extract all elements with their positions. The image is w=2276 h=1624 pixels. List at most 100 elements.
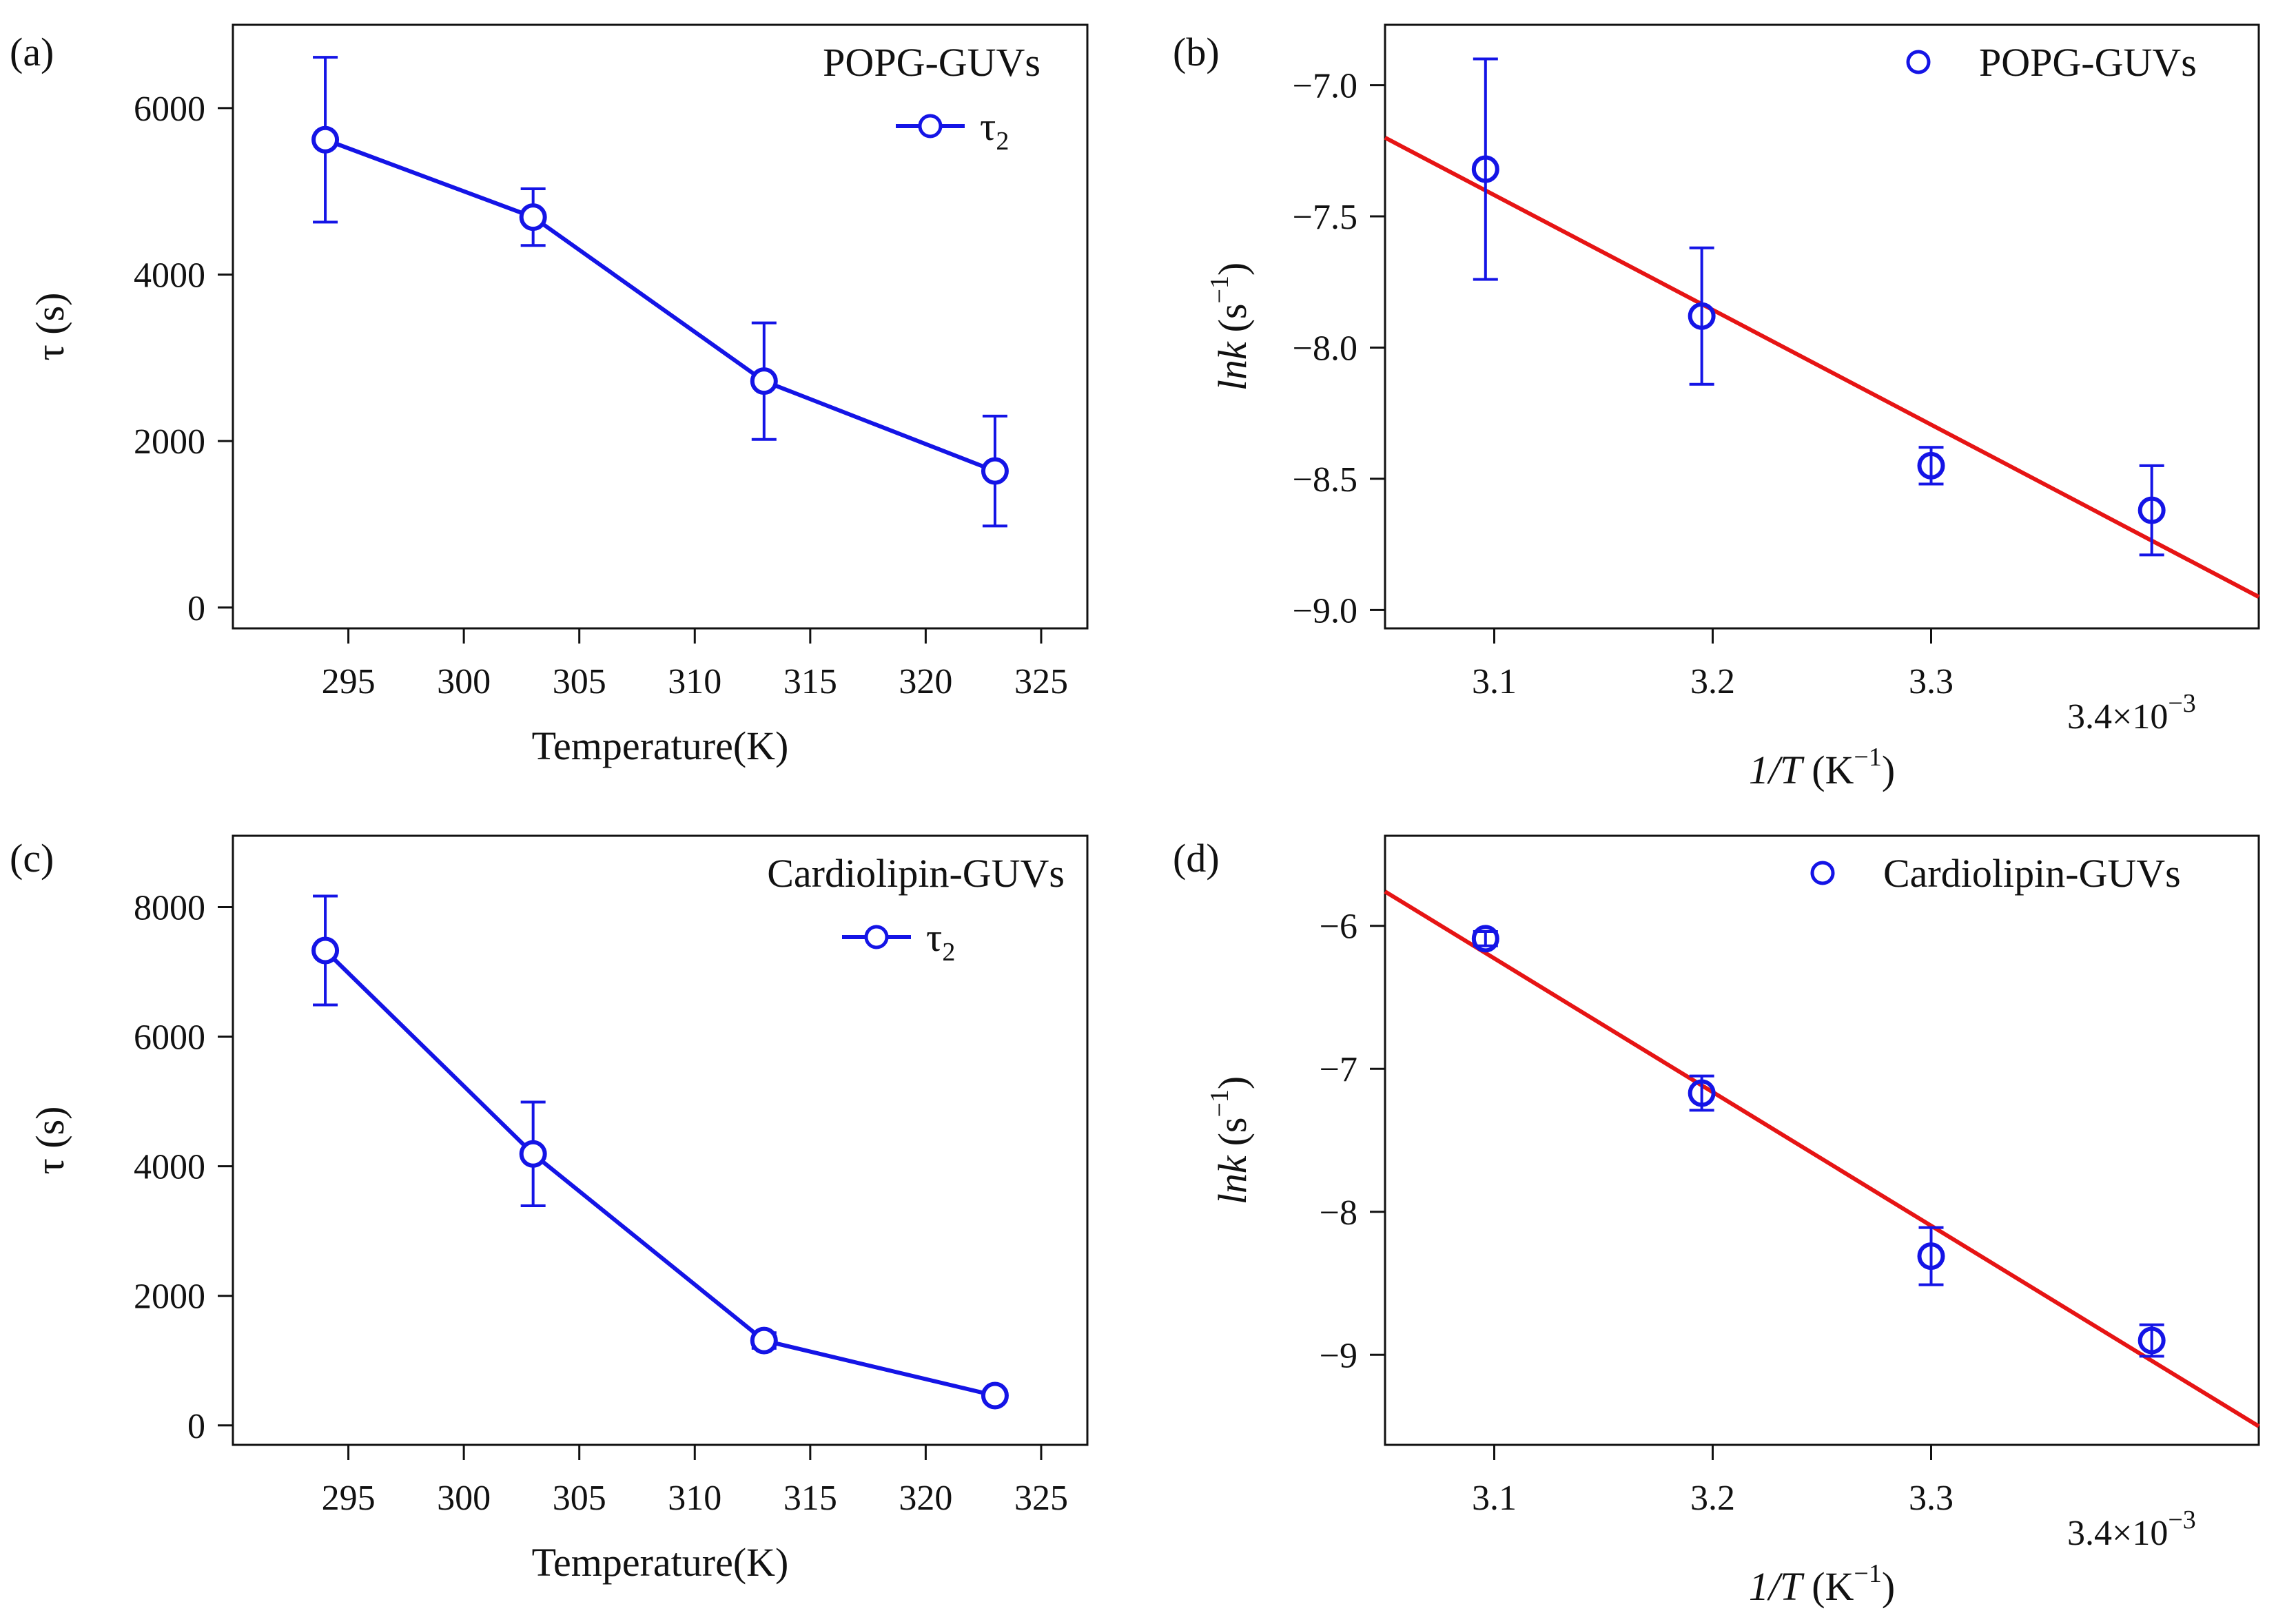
plot-frame bbox=[1384, 23, 2260, 630]
label-part: (s bbox=[1210, 1118, 1255, 1147]
fit-line bbox=[1384, 890, 2260, 1428]
legend-series-subscript: 2 bbox=[942, 938, 955, 967]
legend-series-label: τ2 bbox=[926, 915, 955, 967]
series-line bbox=[325, 137, 996, 473]
superscript: −3 bbox=[2168, 1505, 2195, 1534]
plot-frame bbox=[232, 834, 1089, 1446]
x-tick-label: 315 bbox=[783, 662, 837, 701]
legend-marker bbox=[864, 925, 889, 949]
y-tick-label: 6000 bbox=[134, 1018, 205, 1058]
legend-series-base: τ bbox=[926, 915, 942, 960]
legend-marker bbox=[918, 114, 943, 138]
y-tick-label: −7.0 bbox=[1293, 67, 1357, 106]
y-tick-label: −9 bbox=[1320, 1336, 1357, 1375]
label-part: ) bbox=[1210, 1076, 1255, 1089]
x-tick-label: 3.2 bbox=[1690, 662, 1735, 701]
data-point bbox=[1471, 155, 1499, 183]
label-part: lnk bbox=[1210, 1155, 1255, 1204]
data-point bbox=[981, 1381, 1009, 1410]
x-tick-label: 300 bbox=[437, 662, 491, 701]
label-part: 1/T bbox=[1749, 748, 1805, 792]
label-part: ) bbox=[1210, 263, 1255, 276]
superscript: −1 bbox=[1205, 276, 1234, 303]
data-point bbox=[1917, 1242, 1945, 1271]
data-point bbox=[519, 203, 547, 232]
data-point bbox=[1471, 925, 1499, 953]
y-axis-title: τ (s) bbox=[28, 1106, 72, 1174]
legend-title: POPG-GUVs bbox=[823, 40, 1040, 85]
y-tick-label: 6000 bbox=[134, 90, 205, 129]
x-tick-label: 320 bbox=[899, 662, 952, 701]
legend-title: Cardiolipin-GUVs bbox=[767, 851, 1065, 896]
x-tick-label: 310 bbox=[668, 1479, 721, 1518]
label-part: ) bbox=[1882, 748, 1895, 792]
y-tick-label: 0 bbox=[187, 589, 205, 628]
y-tick-label: 4000 bbox=[134, 256, 205, 295]
label-part: (K bbox=[1812, 748, 1854, 792]
label-part: 3.4×10 bbox=[2067, 1514, 2168, 1553]
x-tick-label: 295 bbox=[322, 662, 376, 701]
legend-series-base: τ bbox=[980, 104, 996, 149]
x-tick-label: 325 bbox=[1014, 662, 1068, 701]
series-line bbox=[323, 949, 996, 1398]
y-tick-label: 4000 bbox=[134, 1148, 205, 1187]
data-point bbox=[311, 936, 340, 965]
data-point bbox=[2137, 496, 2166, 524]
data-point bbox=[311, 125, 340, 154]
plot-frame bbox=[232, 23, 1089, 630]
legend-marker bbox=[1906, 50, 1931, 74]
y-axis-title: lnk (s−1) bbox=[1205, 1076, 1255, 1205]
label-part: (s bbox=[1210, 304, 1255, 333]
x-tick-label: 295 bbox=[322, 1479, 376, 1518]
label-part: (K bbox=[1812, 1564, 1854, 1609]
y-tick-label: 2000 bbox=[134, 1277, 205, 1317]
x-axis-title: 1/T (K−1) bbox=[1749, 743, 1895, 792]
y-tick-label: −8.0 bbox=[1293, 329, 1357, 368]
x-tick-label: 305 bbox=[553, 1479, 606, 1518]
x-tick-label: 3.3 bbox=[1909, 662, 1954, 701]
x-tick-label: 300 bbox=[437, 1479, 491, 1518]
legend-label: POPG-GUVs bbox=[1979, 40, 2197, 85]
label-part: lnk bbox=[1210, 341, 1255, 391]
legend-label: Cardiolipin-GUVs bbox=[1883, 851, 2181, 896]
x-tick-label: 3.1 bbox=[1472, 1479, 1517, 1518]
x-tick-label: 325 bbox=[1014, 1479, 1068, 1518]
data-point bbox=[1688, 1079, 1716, 1107]
data-point bbox=[1688, 302, 1716, 330]
label-part: 3.4×10 bbox=[2067, 697, 2168, 737]
panel-label: (d) bbox=[1173, 836, 1220, 881]
x-axis-title: Temperature(K) bbox=[532, 723, 789, 768]
panel-c: (c) 295 300 305 310 315 320 325 0 2000 4000 6000 800… bbox=[10, 834, 1089, 1585]
legend-series-label: τ2 bbox=[980, 104, 1009, 156]
x-tick-label: 310 bbox=[668, 662, 721, 701]
superscript: −1 bbox=[1854, 743, 1881, 772]
panel-label: (b) bbox=[1173, 30, 1220, 74]
legend-series-subscript: 2 bbox=[996, 127, 1009, 156]
data-point bbox=[750, 1326, 778, 1355]
x-axis-multiplier: 3.4×10−3 bbox=[2067, 1505, 2196, 1553]
x-axis-multiplier: 3.4×10−3 bbox=[2067, 689, 2196, 737]
y-tick-label: −8.5 bbox=[1293, 460, 1357, 500]
x-axis-title: 1/T (K−1) bbox=[1749, 1559, 1895, 1609]
panel-a: (a) 295 300 305 310 315 320 325 0 2000 4000 6000 Tem… bbox=[10, 23, 1089, 768]
y-tick-label: −7 bbox=[1320, 1050, 1357, 1089]
panel-b: (b)3.1 3.2 3.3−7.0−7.5−8.0−8.5−9.01/T (K−1)… bbox=[1173, 23, 2260, 792]
fit-line bbox=[1384, 136, 2260, 599]
y-tick-label: 2000 bbox=[134, 422, 205, 462]
x-tick-label: 3.2 bbox=[1690, 1479, 1735, 1518]
data-point bbox=[981, 457, 1009, 485]
y-axis-title: lnk (s−1) bbox=[1205, 263, 1255, 391]
label-part: 1/T bbox=[1749, 1564, 1805, 1609]
x-tick-label: 305 bbox=[553, 662, 606, 701]
legend-marker bbox=[1810, 861, 1835, 885]
y-tick-label: −6 bbox=[1320, 907, 1357, 947]
y-tick-label: −7.5 bbox=[1293, 198, 1357, 237]
panel-label: (a) bbox=[10, 30, 54, 74]
y-tick-label: 8000 bbox=[134, 888, 205, 927]
superscript: −1 bbox=[1854, 1559, 1881, 1588]
x-tick-label: 3.1 bbox=[1472, 662, 1517, 701]
superscript: −3 bbox=[2168, 689, 2195, 718]
x-tick-label: 320 bbox=[899, 1479, 952, 1518]
x-tick-label: 3.3 bbox=[1909, 1479, 1954, 1518]
